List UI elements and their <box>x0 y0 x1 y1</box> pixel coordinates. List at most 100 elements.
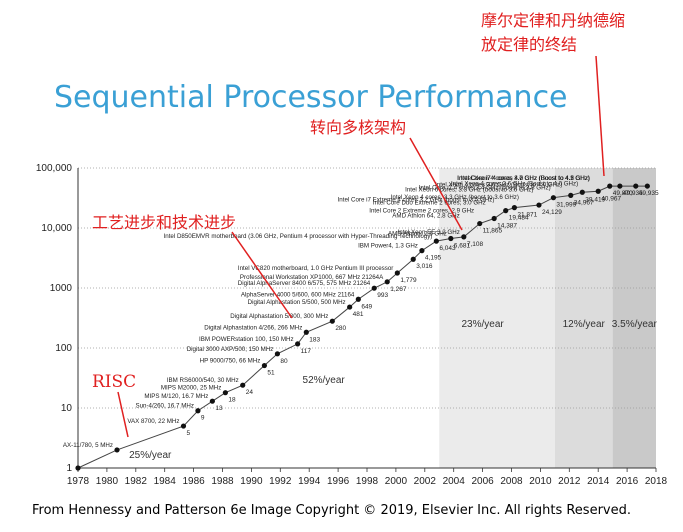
data-point <box>355 296 361 302</box>
point-value-label: 24,129 <box>542 209 562 216</box>
x-tick-label: 1984 <box>154 476 177 487</box>
data-point <box>195 408 201 414</box>
point-name-label: Digital 3000 AXP/500, 150 MHz <box>187 346 274 353</box>
risc-annotation: RISC <box>92 372 136 392</box>
data-point <box>209 398 215 404</box>
point-name-label: Intel Core i7 4 cores 4.2 GHz (Boost to … <box>457 175 590 182</box>
point-name-label: AlphaServer 4000 5/600, 600 MHz 21164 <box>241 291 355 298</box>
process-annotation: 工艺进步和技术进步 <box>92 213 236 232</box>
point-value-label: 993 <box>377 292 388 299</box>
y-tick-label: 100 <box>55 343 72 354</box>
point-name-label: Digital Alphastation 5/500, 500 MHz <box>248 299 346 306</box>
point-name-label: Digital Alphastation 5/300, 300 MHz <box>230 313 328 320</box>
x-tick-label: 1988 <box>211 476 234 487</box>
x-tick-label: 2008 <box>500 476 523 487</box>
data-point <box>644 183 650 189</box>
data-point <box>511 205 517 211</box>
data-point <box>261 362 268 369</box>
y-tick-label: 1 <box>66 463 72 474</box>
point-name-label: Intel Xeon 4 cores, 3.3 GHz (boost to 3.… <box>391 194 519 201</box>
tick-labels: 1 10 100 1000 10,000 100,000 1978 1980 1982 1984 1… <box>36 163 668 487</box>
axes <box>77 168 657 472</box>
x-tick-label: 2004 <box>443 476 466 487</box>
point-name-label: Intel VC820 motherboard, 1.0 GHz Pentium… <box>238 265 393 272</box>
point-value-label: 24 <box>246 389 254 396</box>
process-arrow <box>231 231 293 319</box>
point-name-label: IBM RS6000/540, 30 MHz <box>167 377 239 384</box>
point-value-label: 31,999 <box>556 202 576 209</box>
point-name-label: VAX 8700, 22 MHz <box>127 418 179 425</box>
moore-annotation-line2: 放定律的终结 <box>481 35 577 54</box>
x-tick-label: 2010 <box>529 476 552 487</box>
point-name-label: Intel Core i7 4 cores 3.4 GHz (boost to … <box>419 184 551 191</box>
point-value-label: 21,871 <box>517 212 537 219</box>
data-point <box>419 248 425 254</box>
point-value-label: 183 <box>309 336 320 343</box>
moore-arrow <box>595 55 605 177</box>
point-name-label: Intel Core i7 4 cores 4.0 GHz (Boost to … <box>457 175 590 182</box>
point-name-label: IBM POWERstation 100, 150 MHz <box>199 336 294 343</box>
x-tick-label: 1992 <box>269 476 292 487</box>
point-value-label: 1,779 <box>400 277 417 284</box>
point-name-label: Intel Core i7 4 cores 4.0 GHz (Boost to … <box>457 175 590 182</box>
point-name-label: MIPS M/120, 16.7 MHz <box>144 393 208 400</box>
data-point <box>448 235 454 242</box>
copyright-footer: From Hennessy and Patterson 6e Image Cop… <box>32 503 631 518</box>
data-point <box>633 183 639 189</box>
point-value-label: 18 <box>228 397 236 404</box>
point-name-label: IBM Power4, 1.3 GHz <box>358 243 418 250</box>
x-tick-label: 2000 <box>385 476 408 487</box>
x-tick-label: 2014 <box>587 476 610 487</box>
multicore-arrow <box>409 137 463 231</box>
point-value-label: 14,387 <box>497 223 517 230</box>
data-point <box>536 202 542 208</box>
point-value-label: 34,967 <box>574 199 594 206</box>
data-point <box>550 195 557 201</box>
data-point <box>329 318 335 324</box>
data-point <box>568 192 574 198</box>
point-value-label: 80 <box>280 358 288 365</box>
data-point <box>477 220 483 227</box>
data-point <box>371 285 377 291</box>
point-value-label: 6,681 <box>454 243 471 250</box>
x-tick-label: 1998 <box>356 476 379 487</box>
multicore-annotation: 转向多核架构 <box>310 118 406 137</box>
point-name-label: Sun-4/260, 16.7 MHz <box>135 403 193 410</box>
data-point <box>384 279 390 285</box>
data-point <box>240 382 246 388</box>
x-tick-label: 1994 <box>298 476 321 487</box>
point-value-label: 3,016 <box>416 263 433 270</box>
data-point <box>222 390 228 396</box>
x-tick-label: 2018 <box>645 476 668 487</box>
point-value-label: 7,108 <box>467 241 484 248</box>
point-value-label: 49,935 <box>639 190 659 197</box>
point-name-label: AX-11/780, 5 MHz <box>63 442 113 449</box>
data-point <box>114 447 120 453</box>
rate-label-0: 25%/year <box>129 450 172 461</box>
point-value-label: 117 <box>301 348 312 355</box>
point-value-label: 39,419 <box>585 196 605 203</box>
point-name-label: Intel Xeon 6 cores, 3.3 GHz (boost to 3.… <box>405 187 533 194</box>
x-tick-label: 1996 <box>327 476 350 487</box>
x-tick-label: 1982 <box>125 476 148 487</box>
x-tick-label: 2012 <box>558 476 581 487</box>
data-point <box>595 188 601 194</box>
point-value-label: 13 <box>215 405 223 412</box>
point-value-label: 9 <box>201 415 205 422</box>
point-name-label: Professional Workstation XP1000, 667 MHz… <box>240 274 384 281</box>
point-name-label: Intel Core i7 Extreme 4 cores 3.2 GHz (b… <box>338 197 495 204</box>
data-point <box>394 270 400 276</box>
y-tick-label: 100,000 <box>36 163 73 174</box>
page-title: Sequential Processor Performance <box>54 80 568 115</box>
x-tick-label: 1986 <box>182 476 205 487</box>
data-point <box>433 238 439 244</box>
point-name-label: Digital Alphastation 4/266, 266 MHz <box>204 324 302 331</box>
y-tick-label: 1000 <box>50 283 73 294</box>
data-point <box>491 215 497 222</box>
point-value-label: 649 <box>361 303 372 310</box>
point-value-label: 6,043 <box>439 245 456 252</box>
point-name-label: Intel Xeon EE 3.2 GHz <box>398 229 460 236</box>
rate-regions: 25%/year 52%/year 23%/year 12%/year 3.5%/yea… <box>78 168 658 468</box>
x-tick-label: 2016 <box>616 476 639 487</box>
